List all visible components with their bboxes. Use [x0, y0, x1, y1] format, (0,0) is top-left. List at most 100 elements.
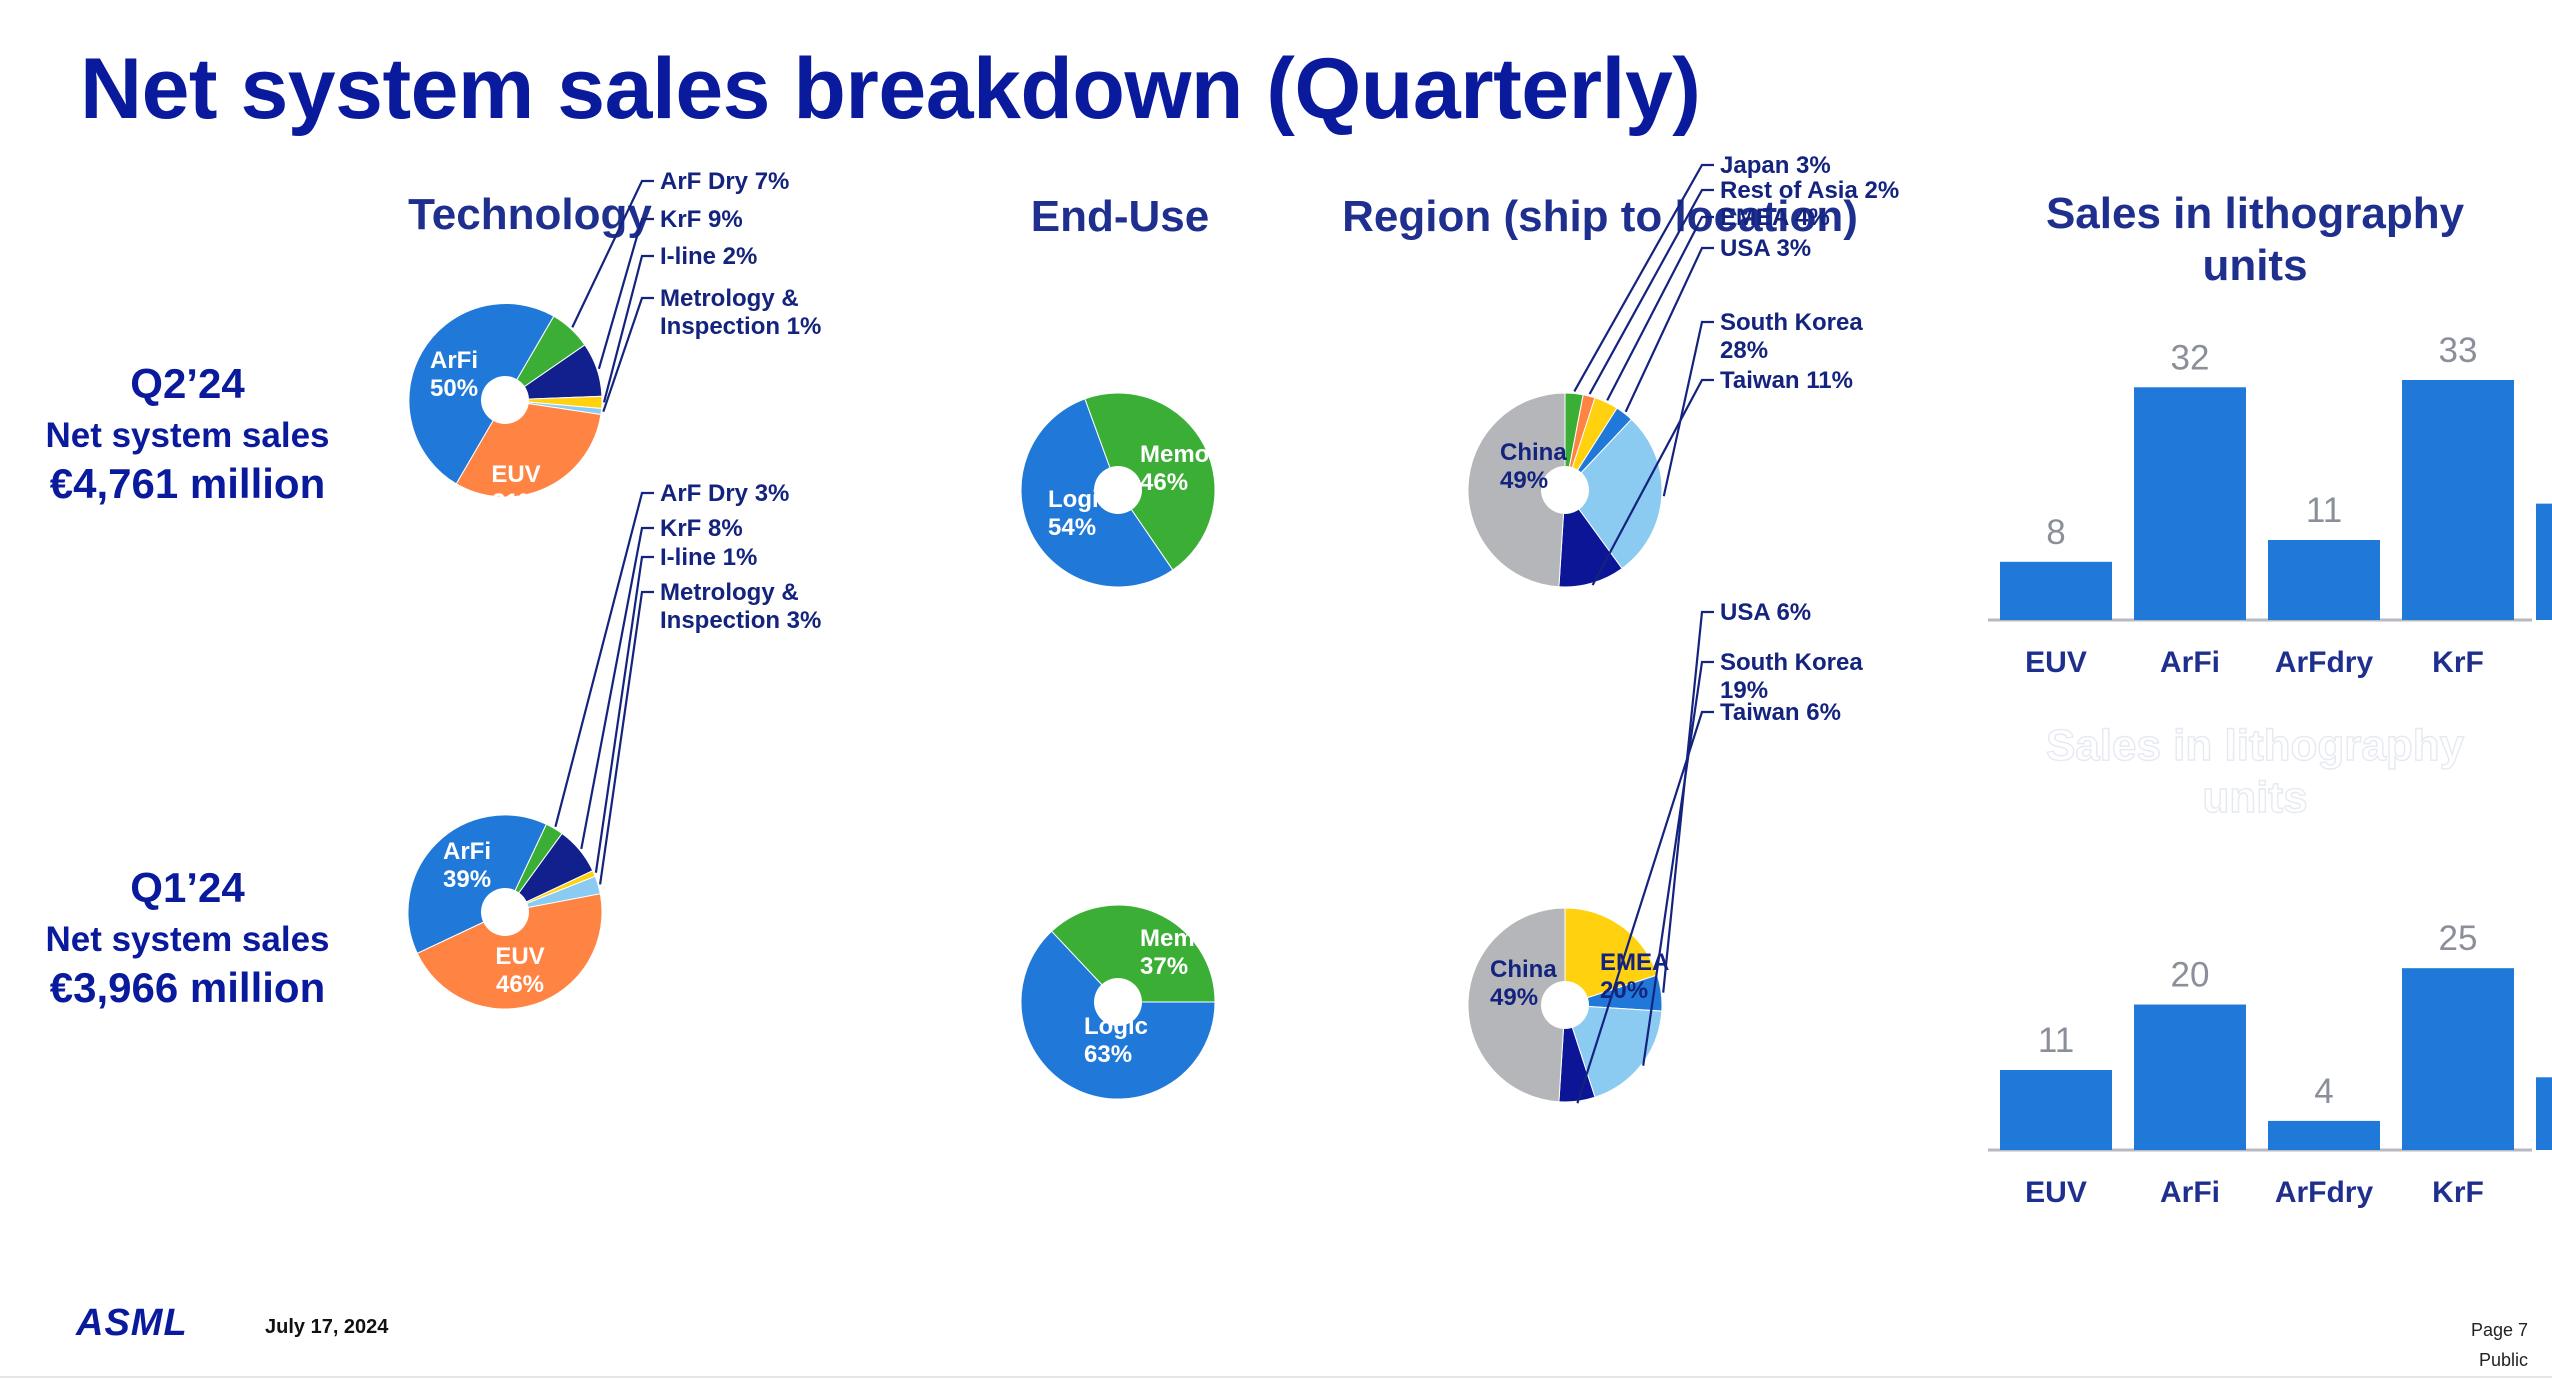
end-use-pie-chart-q2: Memory 46% Logic 54% [1020, 392, 1233, 588]
donut-hole [1541, 466, 1589, 514]
bar-value-euv: 11 [2038, 1021, 2074, 1060]
callout-label-south-korea: South Korea 19% [1720, 649, 1863, 704]
pie-slice-china [1467, 907, 1566, 1103]
bar-euv [2000, 1070, 2112, 1150]
pie-slice-emea [1564, 907, 1658, 1006]
callout-label-japan: Japan 3% [1720, 152, 1831, 179]
callout-label-taiwan: Taiwan 11% [1720, 367, 1853, 394]
callout-label-usa: USA 6% [1720, 599, 1811, 626]
callout-line-taiwan [1591, 378, 1714, 586]
region-pie-chart-q2: Japan 3%Rest of Asia 2%EMEA 4% USA 3% Sout… [1467, 152, 1899, 588]
callout-line-south-korea [1662, 320, 1714, 497]
callout-label-i-line: I-line 1% [660, 544, 757, 571]
bar-krf [2402, 968, 2514, 1150]
pie-slice-euv [416, 893, 603, 1010]
bar-value-euv: 8 [2046, 513, 2065, 552]
bar-i-line [2536, 1077, 2552, 1150]
pie-label-arfi: ArFi 50% [430, 347, 478, 402]
quarter-name: Q2’24 [130, 360, 245, 407]
bar-arfdry [2268, 540, 2380, 620]
pie-slice-memory [1084, 392, 1216, 571]
callout-label-metrology-inspection: Metrology & Inspection 1% [660, 285, 821, 340]
bar-category-euv: EUV [2025, 1176, 2087, 1209]
quarter-metric-label: Net system sales [45, 416, 330, 455]
callout-line-i-line [594, 555, 654, 873]
quarter-metric-value: €4,761 million [49, 460, 326, 507]
donut-hole [1541, 981, 1589, 1029]
callout-label-arf-dry: ArF Dry 7% [660, 168, 789, 195]
classification-label: Public [2478, 1350, 2528, 1370]
bar-value-krf: 33 [2439, 331, 2478, 370]
technology-pie-chart-q1: ArF Dry 3% KrF 8%I-line 1% Metrology & Insp… [407, 480, 821, 1010]
callout-line-emea [1606, 215, 1714, 401]
quarter-metric-value: €3,966 million [49, 964, 326, 1011]
pie-slice-memory [1050, 904, 1216, 1003]
callout-line-krf [580, 526, 654, 850]
pie-slice-taiwan [1558, 488, 1623, 588]
callout-label-emea: EMEA 4% [1720, 204, 1830, 231]
callout-line-rest-of-asia [1588, 188, 1714, 395]
callout-line-japan [1573, 163, 1714, 392]
technology-pie-chart-q2: ArF Dry 7% KrF 9% I-line 2% Metrology & Insp… [408, 168, 821, 516]
callout-label-arf-dry: ArF Dry 3% [660, 480, 789, 507]
footer-date: July 17, 2024 [265, 1316, 389, 1338]
quarter-metric-label: Net system sales [45, 920, 330, 959]
pie-slice-arfi [408, 303, 555, 485]
pie-label-logic: Logic 63% [1084, 1013, 1148, 1068]
callout-line-metrology-inspection [599, 590, 654, 885]
pie-slice-euv [455, 399, 602, 498]
pie-label-memory: Memory 37% [1140, 925, 1233, 980]
bar-category-arfdry: ArFdry [2275, 646, 2374, 679]
pie-label-euv: EUV 31% [491, 461, 540, 516]
callout-line-arf-dry [554, 491, 654, 828]
callout-label-south-korea: South Korea 28% [1720, 309, 1863, 364]
pie-label-arfi: ArFi 39% [443, 838, 491, 893]
page-title: Net system sales breakdown (Quarterly) [80, 41, 1701, 137]
bar-category-arfi: ArFi [2160, 1176, 2220, 1209]
bar-i-line [2536, 503, 2552, 620]
callout-label-krf: KrF 9% [660, 206, 743, 233]
bar-category-arfdry: ArFdry [2275, 1176, 2374, 1209]
header-technology: Technology [408, 190, 652, 239]
bar-arfi [2134, 387, 2246, 620]
callout-label-rest-of-asia: Rest of Asia 2% [1720, 177, 1899, 204]
bar-euv [2000, 561, 2112, 620]
callout-label-taiwan: Taiwan 6% [1720, 699, 1841, 726]
donut-hole [481, 376, 529, 424]
bar-value-arfi: 32 [2171, 338, 2210, 377]
page-number: Page 7 [2470, 1320, 2528, 1340]
callout-line-metrology-inspection [602, 296, 654, 413]
header-region: Region (ship to location) [1342, 192, 1858, 241]
callout-label-krf: KrF 8% [660, 515, 743, 542]
donut-hole [1094, 466, 1142, 514]
litho-units-bar-chart-q1: 11EUV20ArFi4ArFdry25KrF10I-Line [1988, 919, 2552, 1209]
header-litho-units-q2: Sales in lithography units [2045, 189, 2465, 290]
quarter-label-q1: Q1’24 Net system sales €3,966 million [20, 864, 355, 1012]
callout-label-i-line: I-line 2% [660, 243, 757, 270]
litho-units-bar-chart-q2: 8EUV32ArFi11ArFdry33KrF16I-Line [1988, 331, 2552, 679]
bar-value-arfdry: 11 [2306, 491, 2342, 530]
pie-label-memory: Memory 46% [1140, 441, 1233, 496]
bar-category-euv: EUV [2025, 646, 2087, 679]
callout-line-usa [1662, 610, 1714, 993]
callout-label-metrology-inspection: Metrology & Inspection 3% [660, 579, 821, 634]
bar-value-arfi: 20 [2171, 956, 2210, 995]
pie-label-china: China 49% [1500, 439, 1567, 494]
pie-slice-china [1467, 392, 1566, 588]
callout-line-i-line [602, 254, 654, 403]
callout-line-usa [1624, 246, 1714, 413]
pie-label-china: China 49% [1490, 956, 1557, 1011]
donut-hole [1094, 978, 1142, 1026]
quarter-name: Q1’24 [130, 864, 245, 911]
bar-category-krf: KrF [2432, 1176, 2484, 1209]
bar-arfi [2134, 1004, 2246, 1150]
callout-line-taiwan [1576, 710, 1714, 1104]
bar-category-arfi: ArFi [2160, 646, 2220, 679]
asml-logo: ASML [76, 1302, 188, 1344]
pie-slice-arfi [407, 814, 547, 954]
pie-label-logic: Logic 54% [1048, 486, 1112, 541]
callout-line-south-korea [1642, 660, 1714, 1066]
pie-label-euv: EUV 46% [495, 943, 544, 998]
bar-category-krf: KrF [2432, 646, 2484, 679]
quarter-label-q2: Q2’24 Net system sales €4,761 million [20, 360, 355, 508]
